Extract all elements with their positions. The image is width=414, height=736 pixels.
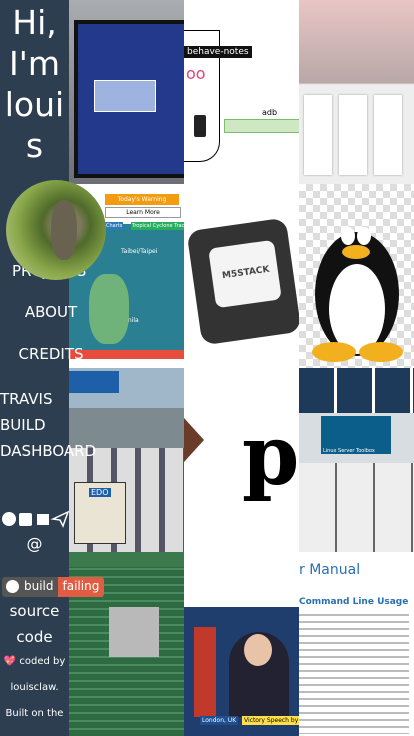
button: Learn More [105,207,181,218]
github-icon[interactable] [2,512,16,526]
credit: Built on the [5,708,64,719]
chip [109,607,159,657]
linkedin-icon[interactable] [19,513,32,526]
jeep-label: EDO [89,488,111,497]
send-icon[interactable] [50,510,69,528]
toolbox-label: Linux Server Toolbox [323,448,375,454]
header [184,552,299,607]
tile-city[interactable] [299,0,414,184]
arrow [184,418,204,462]
letter: p [242,408,299,504]
login-box [94,80,156,112]
tile-toolbox[interactable]: Linux Server Toolbox [299,368,414,552]
map-label: Taibei/Taipei [121,248,158,255]
card [374,95,402,175]
nav-link[interactable]: CREDITS [18,345,84,363]
text-lines [299,614,409,734]
social-icons [2,510,69,528]
banner [194,627,216,717]
caption: Victory Speech by [242,716,299,725]
manual-heading: Command Line Usage [299,597,409,607]
nav-link[interactable]: TRAVIS BUILD DASHBOARD [0,390,97,460]
tux [312,227,403,362]
card [339,95,367,175]
sidebar [0,0,69,736]
source-link[interactable]: source code [9,602,60,646]
tile-news[interactable]: London, UK Victory Speech by [184,552,299,736]
nav-link[interactable]: ABOUT [24,303,78,321]
avatar [6,180,106,280]
arrow-label: adb [262,108,278,117]
email-link[interactable]: @ [26,534,43,553]
tile-weather[interactable]: Today's Warning Learn More Charts Tropic… [69,184,184,368]
toolbox [321,416,391,454]
credit[interactable]: louisclaw. [10,682,59,693]
tile-traffic[interactable]: EDO [69,368,184,552]
caption: London, UK [200,716,239,725]
bird [51,200,77,260]
logo: oo [186,64,206,83]
box [184,30,220,162]
map-label: Manila [119,317,139,324]
tile-diagram[interactable]: behave-notes oo adb [184,0,299,184]
badge-status: failing [57,577,105,597]
sign [69,371,119,393]
tile-device[interactable]: M5STACK [184,184,299,368]
footer [69,350,184,368]
tab: Tropical Cyclone Track [131,222,184,230]
tile-letter[interactable]: p [184,368,299,552]
island [89,274,129,344]
tile-computer[interactable] [69,0,184,184]
button: Today's Warning [105,194,179,205]
site-title: Hi, I'm louis [4,3,65,165]
label: behave-notes [184,46,252,58]
phone [194,115,206,137]
arrow [224,119,299,133]
slack-icon[interactable] [37,514,49,525]
face [244,634,272,666]
credit: 💖 coded by [3,656,66,667]
manual-title: r Manual [299,562,361,578]
card [304,95,332,175]
screens [299,368,414,413]
tile-manual[interactable]: r Manual Command Line Usage [299,552,414,736]
collage [299,463,414,552]
tab: Charts [105,222,124,230]
tile-tux[interactable] [299,184,414,368]
github-icon [6,580,19,593]
